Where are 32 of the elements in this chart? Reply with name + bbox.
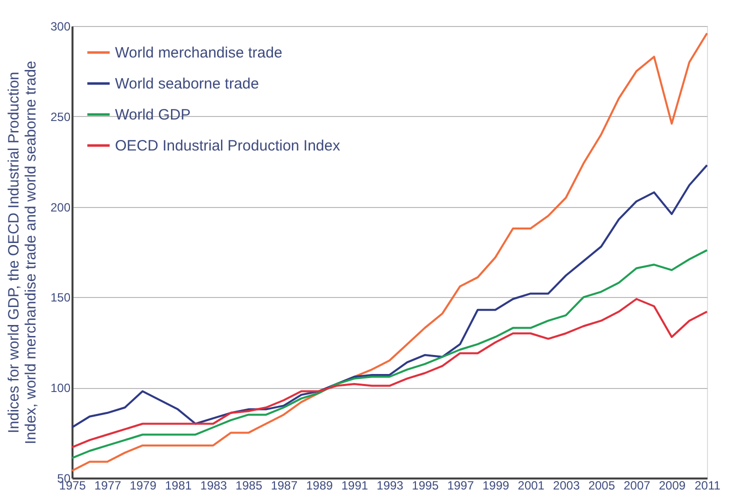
x-tick-label: 1983 xyxy=(200,478,228,492)
y-axis-title: Indices for world GDP, the OECD Industrial Production Index, world merchandise trade and world seaborne trade xyxy=(5,60,40,444)
x-tick-label: 1981 xyxy=(164,478,192,492)
y-tick-label: 250 xyxy=(50,110,71,124)
legend-label: OECD Industrial Production Index xyxy=(115,138,341,154)
x-tick-label: 1987 xyxy=(270,478,298,492)
line-series xyxy=(71,249,708,460)
x-tick-label: 1999 xyxy=(482,478,510,492)
legend-label: World merchandise trade xyxy=(115,44,282,62)
x-tick-label: 1991 xyxy=(341,478,368,492)
x-tick-label: 1989 xyxy=(306,478,334,492)
x-tick-label: 1977 xyxy=(94,478,122,492)
x-tick-label: 2003 xyxy=(553,478,580,492)
legend-label: World GDP xyxy=(115,106,191,124)
line-series xyxy=(71,298,708,448)
x-tick-label: 2007 xyxy=(624,478,651,492)
x-tick-label: 1997 xyxy=(447,478,474,492)
x-tick-label: 2001 xyxy=(518,478,545,492)
x-tick-label: 2009 xyxy=(658,478,686,492)
y-tick-label: 300 xyxy=(50,20,71,34)
x-tick-label: 2011 xyxy=(694,478,721,492)
y-tick-label: 150 xyxy=(50,290,71,305)
line-series xyxy=(71,164,708,428)
x-tick-label: 2005 xyxy=(588,478,616,492)
x-tick-label: 1993 xyxy=(376,478,404,492)
x-tick-label: 1979 xyxy=(130,478,157,492)
y-tick-label: 200 xyxy=(50,200,71,214)
x-tick-label: 1995 xyxy=(412,478,439,492)
legend-label: World seaborne trade xyxy=(115,76,259,92)
line-series xyxy=(71,32,708,472)
y-tick-label: 100 xyxy=(50,381,71,396)
x-tick-label: 1985 xyxy=(236,478,263,492)
